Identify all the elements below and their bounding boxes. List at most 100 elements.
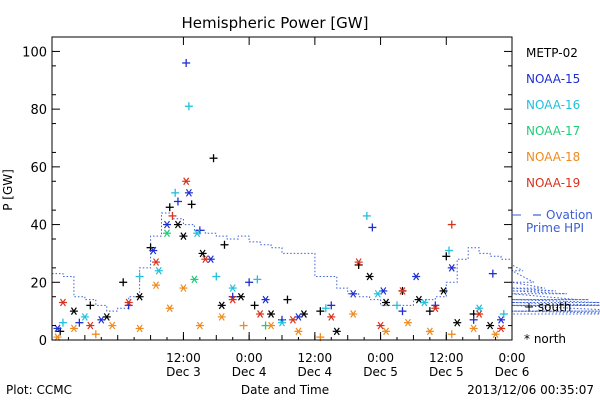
marker-stroke: [262, 295, 269, 304]
ovation-legend-label: Prime HPI: [526, 221, 584, 235]
marker-stroke: [454, 318, 461, 327]
marker-stroke: [180, 284, 187, 292]
south-marker: [182, 58, 191, 67]
marker-stroke: [374, 289, 381, 298]
north-marker: [80, 313, 89, 321]
marker-stroke: [194, 229, 201, 238]
marker-stroke: [350, 289, 357, 298]
south-marker: [253, 275, 262, 284]
legend-entry: NOAA-17: [526, 124, 580, 138]
north-marker: [217, 301, 226, 310]
marker-stroke: [185, 188, 192, 197]
north-marker: [198, 249, 207, 258]
north-marker: [475, 310, 484, 318]
south-marker: [209, 154, 218, 163]
marker-stroke: [333, 327, 340, 336]
south-marker: [425, 307, 434, 316]
south-marker: [165, 203, 174, 212]
x-tick-label-time: 12:00: [298, 351, 333, 365]
x-axis-label: Date and Time: [241, 383, 329, 397]
south-marker: [171, 188, 180, 197]
north-marker: [349, 310, 358, 318]
north-marker: [447, 264, 456, 272]
south-marker: [239, 321, 248, 330]
north-marker: [228, 284, 237, 292]
north-marker: [69, 307, 78, 315]
marker-stroke: [383, 298, 390, 307]
marker-stroke: [155, 266, 162, 275]
north-marker: [193, 229, 202, 238]
marker-stroke: [87, 321, 94, 330]
marker-stroke: [350, 310, 357, 318]
marker-stroke: [399, 287, 406, 295]
north-marker: [86, 321, 95, 330]
north-marker: [201, 255, 210, 264]
ovation-legend-label: Ovation: [546, 208, 593, 222]
south-marker: [445, 246, 454, 255]
marker-stroke: [355, 258, 362, 266]
north-marker: [236, 292, 245, 301]
y-tick-label: 40: [30, 219, 47, 234]
marker-stroke: [136, 324, 143, 333]
north-marker: [349, 289, 358, 298]
marker-stroke: [81, 313, 88, 321]
south-marker: [212, 272, 221, 281]
south-marker: [398, 307, 407, 316]
marker-stroke: [180, 232, 187, 240]
marker-stroke: [237, 292, 244, 301]
x-tick-label-date: Dec 6: [495, 365, 530, 379]
marker-stroke: [191, 275, 198, 284]
y-tick-label: 0: [39, 334, 47, 349]
north-marker: [431, 304, 440, 313]
south-marker: [393, 301, 401, 310]
legend-north-marker: * north: [524, 332, 566, 346]
south-marker: [91, 330, 100, 339]
north-marker: [267, 310, 276, 318]
legend-south-marker: + south: [524, 300, 571, 314]
marker-stroke: [426, 327, 433, 336]
marker-stroke: [202, 255, 209, 264]
x-tick-label-date: Dec 5: [363, 365, 398, 379]
marker-stroke: [421, 298, 428, 307]
north-marker: [278, 318, 286, 327]
marker-stroke: [268, 310, 275, 318]
south-marker: [173, 197, 182, 206]
chart-title: Hemispheric Power [GW]: [182, 14, 369, 32]
marker-stroke: [413, 272, 420, 281]
legend-entry: NOAA-15: [526, 72, 580, 86]
x-tick-label-time: 12:00: [166, 351, 201, 365]
south-marker: [447, 330, 456, 339]
ovation-step-line: [52, 212, 600, 315]
north-marker: [365, 272, 374, 281]
south-marker: [499, 310, 508, 319]
north-marker: [97, 315, 106, 324]
north-marker: [469, 324, 478, 333]
marker-stroke: [153, 281, 160, 290]
south-marker: [488, 269, 497, 278]
marker-stroke: [70, 324, 77, 333]
legend: METP-02 NOAA-15 NOAA-16 NOAA-17 NOAA-18 NOAA-…: [512, 46, 593, 346]
north-marker: [294, 327, 303, 336]
marker-stroke: [448, 264, 455, 272]
x-tick-label-date: Dec 5: [429, 365, 464, 379]
north-marker: [486, 321, 495, 330]
marker-stroke: [432, 304, 439, 313]
marker-stroke: [498, 315, 505, 324]
marker-stroke: [218, 313, 225, 321]
marker-stroke: [229, 295, 236, 304]
marker-stroke: [166, 304, 173, 313]
north-marker: [376, 321, 385, 330]
marker-stroke: [268, 321, 275, 330]
marker-stroke: [207, 255, 214, 264]
marker-stroke: [476, 310, 483, 318]
south-marker: [135, 272, 144, 281]
marker-stroke: [59, 298, 66, 307]
south-marker: [469, 315, 478, 324]
marker-stroke: [279, 318, 285, 327]
north-marker: [184, 188, 193, 197]
south-marker: [327, 301, 336, 310]
south-marker: [250, 301, 259, 310]
